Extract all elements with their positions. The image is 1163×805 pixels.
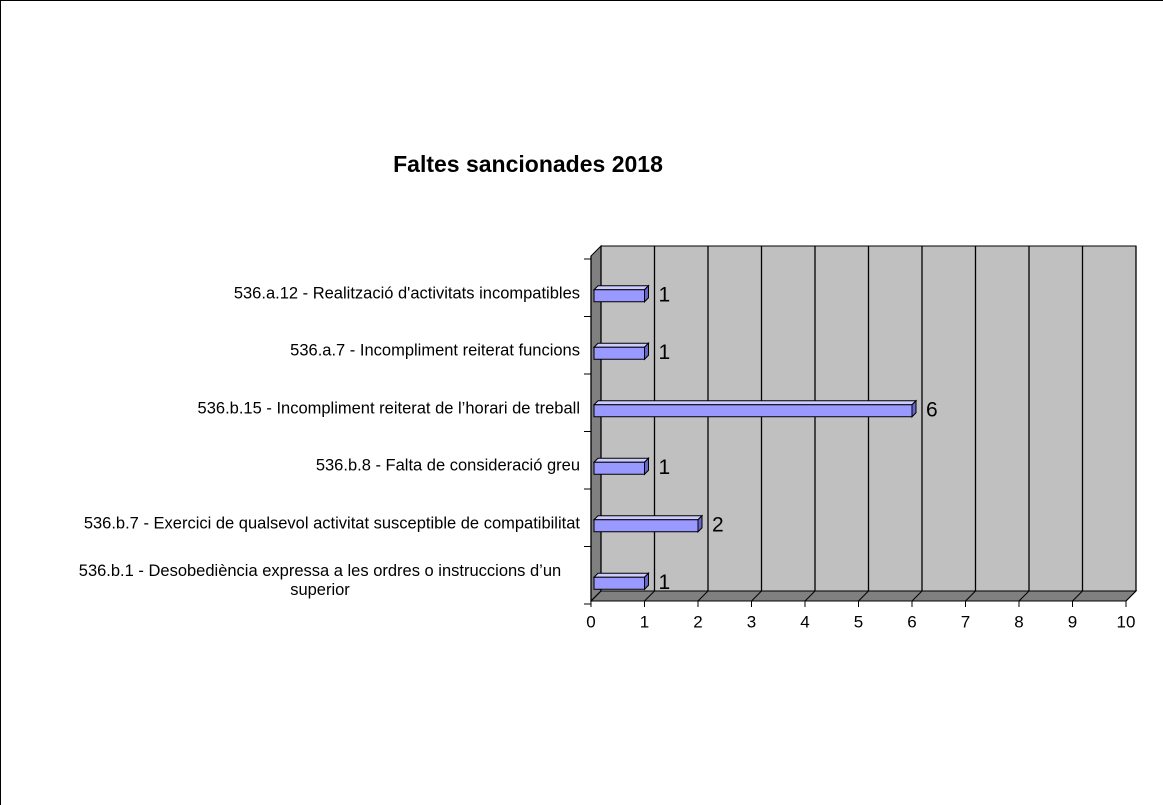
y-tick-label: 536.b.7 - Exercici de qualsevol activita… bbox=[83, 514, 580, 533]
bar bbox=[592, 284, 650, 303]
floor-grid-line bbox=[1072, 590, 1083, 602]
floor-grid-line bbox=[1018, 590, 1030, 602]
bar bbox=[592, 399, 918, 418]
floor-grid-line bbox=[804, 590, 816, 602]
bar-top bbox=[592, 285, 650, 291]
x-tick-label: 10 bbox=[1117, 612, 1136, 631]
value-label: 2 bbox=[712, 513, 724, 536]
floor-grid-line bbox=[858, 590, 869, 602]
y-tick-label: 536.a.7 - Incompliment reiterat funcions bbox=[290, 341, 580, 360]
bar-front bbox=[593, 519, 699, 533]
y-tick-label: 536.b.8 - Falta de consideració greu bbox=[315, 456, 580, 475]
x-tick-label: 0 bbox=[586, 612, 595, 631]
x-tick-label: 6 bbox=[907, 612, 916, 631]
bar-front bbox=[593, 461, 645, 475]
x-tick-label: 4 bbox=[800, 612, 809, 631]
bar-front bbox=[593, 346, 645, 360]
y-tick-label: 536.b.15 - Incompliment reiterat de l’ho… bbox=[197, 399, 580, 418]
value-label: 1 bbox=[659, 283, 671, 306]
x-tick-label: 8 bbox=[1014, 612, 1023, 631]
bar-top bbox=[592, 342, 650, 348]
y-tick-label: 536.a.12 - Realització d'activitats inco… bbox=[233, 284, 580, 303]
x-tick-label: 1 bbox=[640, 612, 649, 631]
bar bbox=[592, 457, 650, 476]
value-label: 6 bbox=[926, 398, 938, 421]
x-tick-label: 3 bbox=[747, 612, 756, 631]
bar bbox=[592, 342, 650, 361]
x-tick-label: 5 bbox=[854, 612, 863, 631]
floor-grid-line bbox=[911, 590, 923, 602]
y-tick-label: 536.b.1 - Desobediència expressa a les o… bbox=[78, 562, 562, 600]
x-tick-label: 7 bbox=[961, 612, 970, 631]
floor-grid-line bbox=[965, 590, 976, 602]
x-tick-label: 2 bbox=[693, 612, 702, 631]
bar bbox=[592, 572, 650, 591]
floor-grid-line bbox=[1125, 590, 1137, 602]
floor-grid-line bbox=[697, 590, 709, 602]
x-tick-label: 9 bbox=[1068, 612, 1077, 631]
bar-front bbox=[593, 289, 645, 303]
value-label: 1 bbox=[659, 456, 671, 479]
bar-front bbox=[593, 404, 913, 418]
chart-title: Faltes sancionades 2018 bbox=[393, 151, 663, 177]
floor-grid-line bbox=[590, 590, 602, 602]
bar-top bbox=[592, 457, 650, 463]
value-label: 1 bbox=[659, 341, 671, 364]
floor-grid-line bbox=[751, 590, 762, 602]
bar-top bbox=[592, 515, 704, 521]
bar-top bbox=[592, 572, 650, 578]
floor-grid-line bbox=[644, 590, 655, 602]
value-label: 1 bbox=[659, 571, 671, 594]
bar-front bbox=[593, 576, 645, 590]
bar bbox=[592, 514, 704, 533]
bar-top bbox=[592, 400, 918, 406]
